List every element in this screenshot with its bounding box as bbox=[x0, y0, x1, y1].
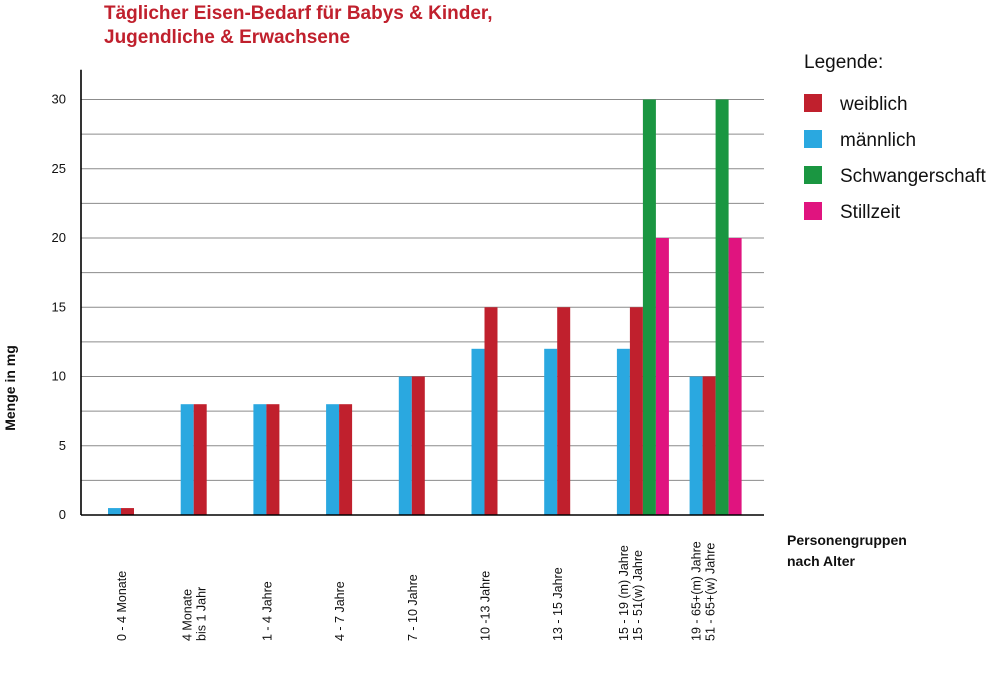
bar-weiblich bbox=[339, 404, 353, 515]
x-axis-label-line-2: nach Alter bbox=[787, 553, 855, 569]
bar-weiblich bbox=[557, 307, 571, 515]
bar-stillzeit bbox=[655, 238, 669, 515]
bar-schwangerschaft bbox=[642, 99, 656, 515]
y-tick-label: 30 bbox=[52, 92, 66, 107]
legend-swatch-weiblich bbox=[804, 94, 822, 112]
legend-label-stillzeit: Stillzeit bbox=[840, 202, 901, 223]
category-labels: 0 - 4 Monate 4 Monate bis 1 Jahr 1 - 4 Jahr… bbox=[115, 541, 718, 641]
y-tick-label: 20 bbox=[52, 230, 66, 245]
bar-mannlich bbox=[616, 348, 630, 515]
bar-weiblich bbox=[121, 508, 134, 515]
y-tick-label: 25 bbox=[52, 161, 66, 176]
bar-weiblich bbox=[266, 404, 280, 515]
category-label: 19 - 65+(m) Jahre bbox=[690, 541, 704, 641]
chart-title: Täglicher Eisen-Bedarf für Babys & Kinde… bbox=[104, 3, 493, 48]
bar-stillzeit bbox=[728, 238, 742, 515]
legend-swatch-schwangerschaft bbox=[804, 166, 822, 184]
bars bbox=[108, 99, 742, 515]
y-axis-ticks: 0 5 10 15 20 25 30 bbox=[52, 92, 66, 523]
category-label: 15 - 51(w) Jahre bbox=[631, 550, 645, 641]
axes bbox=[80, 69, 764, 516]
bar-schwangerschaft bbox=[715, 99, 729, 515]
bar-mannlich bbox=[253, 404, 267, 515]
x-axis-label-line-1: Personengruppen bbox=[787, 532, 907, 548]
bar-mannlich bbox=[108, 508, 121, 515]
legend-swatch-stillzeit bbox=[804, 202, 822, 220]
y-tick-label: 0 bbox=[59, 507, 66, 522]
bar-weiblich bbox=[702, 376, 716, 515]
legend-swatch-mannlich bbox=[804, 130, 822, 148]
bar-weiblich bbox=[484, 307, 498, 515]
category-label: 1 - 4 Jahre bbox=[260, 581, 274, 641]
bar-mannlich bbox=[689, 376, 703, 515]
category-label: 4 - 7 Jahre bbox=[333, 581, 347, 641]
y-tick-label: 15 bbox=[52, 299, 66, 314]
category-label: 51 - 65+(w) Jahre bbox=[704, 543, 718, 641]
y-axis-label: Menge in mg bbox=[2, 345, 18, 431]
bar-mannlich bbox=[471, 348, 485, 515]
bar-weiblich bbox=[629, 307, 643, 515]
legend: Legende: weiblich männlich Schwangerschaft… bbox=[804, 52, 986, 223]
category-label: bis 1 Jahr bbox=[195, 587, 209, 641]
y-tick-label: 10 bbox=[52, 369, 66, 384]
bar-weiblich bbox=[411, 376, 425, 515]
bar-mannlich bbox=[544, 348, 558, 515]
bar-mannlich bbox=[398, 376, 412, 515]
category-label: 0 - 4 Monate bbox=[115, 571, 129, 641]
category-label: 13 - 15 Jahre bbox=[551, 567, 565, 641]
category-label: 15 - 19 (m) Jahre bbox=[617, 545, 631, 641]
chart-title-line-1: Täglicher Eisen-Bedarf für Babys & Kinde… bbox=[104, 3, 493, 24]
chart-title-line-2: Jugendliche & Erwachsene bbox=[104, 27, 350, 48]
bar-mannlich bbox=[326, 404, 340, 515]
category-label: 10 -13 Jahre bbox=[479, 571, 493, 641]
bar-mannlich bbox=[180, 404, 194, 515]
legend-label-weiblich: weiblich bbox=[839, 94, 908, 115]
legend-label-schwangerschaft: Schwangerschaft bbox=[840, 166, 986, 187]
category-label: 7 - 10 Jahre bbox=[406, 574, 420, 641]
x-axis-label: Personengruppen nach Alter bbox=[787, 532, 907, 569]
bar-weiblich bbox=[193, 404, 207, 515]
legend-label-mannlich: männlich bbox=[840, 130, 916, 151]
y-tick-label: 5 bbox=[59, 438, 66, 453]
category-label: 4 Monate bbox=[181, 589, 195, 641]
legend-title: Legende: bbox=[804, 52, 883, 73]
